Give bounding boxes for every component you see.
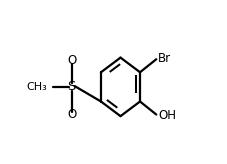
Text: Br: Br xyxy=(157,52,170,65)
Text: OH: OH xyxy=(157,109,175,122)
Text: O: O xyxy=(67,108,76,121)
Text: CH₃: CH₃ xyxy=(27,82,47,92)
Text: O: O xyxy=(67,54,76,67)
Text: S: S xyxy=(67,80,76,93)
